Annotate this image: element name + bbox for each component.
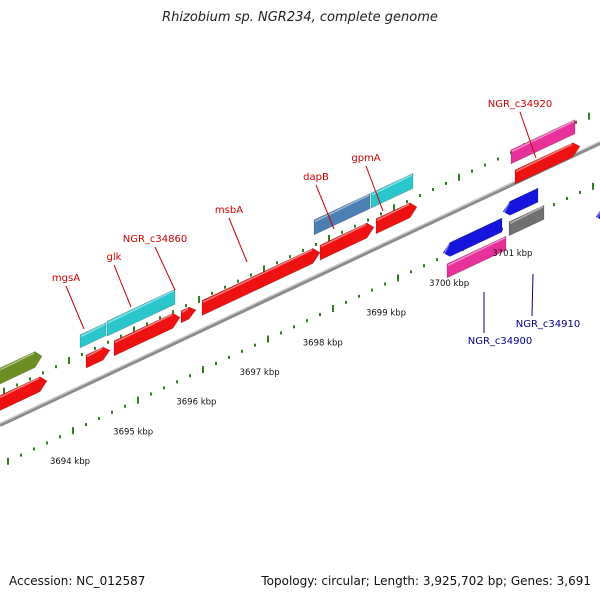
scale-label-3694: 3694 kbp — [50, 457, 90, 467]
cds-red-feature-1[interactable] — [0, 376, 48, 416]
cds-dapB-feature-sheen — [314, 194, 370, 223]
callout-leader-msbA — [228, 217, 248, 263]
cds-blue-feature-2-sheen — [503, 202, 510, 214]
cds-NGR_c34900-magenta-feature[interactable] — [446, 235, 507, 279]
cds-msbA-feature-sheen — [202, 249, 313, 303]
cds-red-feature-4[interactable] — [180, 306, 197, 324]
scale-label-3700: 3700 kbp — [429, 279, 469, 289]
genome-summary-text: Topology: circular; Length: 3,925,702 bp… — [261, 574, 591, 588]
gene-label-NGR_c34910: NGR_c34910 — [516, 319, 581, 330]
gene-label-NGR_c34900: NGR_c34900 — [468, 336, 533, 347]
callout-leader-NGR_c34910 — [531, 273, 534, 317]
scale-label-3699: 3699 kbp — [366, 309, 406, 319]
cds-red-feature-2-sheen — [86, 347, 103, 358]
cds-mgsA-feature-sheen — [80, 323, 106, 338]
callout-leader-glk — [113, 264, 132, 308]
genome-backbone — [0, 141, 600, 427]
callout-leader-mgsA — [65, 285, 85, 330]
gene-label-dapB: dapB — [303, 172, 329, 183]
gene-label-mgsA: mgsA — [52, 273, 80, 284]
gene-label-msbA: msbA — [215, 205, 243, 216]
cds-glk-feature-sheen — [107, 290, 175, 324]
cds-NGR_c34900-blue-feature[interactable] — [442, 217, 503, 257]
scale-label-3697: 3697 kbp — [240, 368, 280, 378]
scale-label-3696: 3696 kbp — [176, 398, 216, 408]
page-title: Rhizobium sp. NGR234, complete genome — [162, 10, 438, 25]
callout-leader-NGR_c34920 — [519, 111, 537, 159]
cds-msbA-feature[interactable] — [201, 248, 321, 317]
gene-label-glk: glk — [107, 252, 122, 263]
callout-leader-NGR_c34860 — [154, 246, 176, 291]
cds-glk-feature[interactable] — [106, 288, 176, 337]
cds-red-feature-2[interactable] — [85, 346, 111, 369]
callout-leader-dapB — [315, 184, 335, 230]
gene-label-gpmA: gpmA — [351, 153, 380, 164]
cds-red-feature-1-sheen — [0, 377, 40, 399]
cds-NGR_c34900-magenta-feature-sheen — [447, 237, 506, 267]
lower-tick-track — [7, 182, 594, 465]
cds-mgsA-feature[interactable] — [79, 322, 107, 349]
cds-red-feature-4-sheen — [181, 308, 189, 314]
callout-leader-gpmA — [365, 165, 384, 212]
cds-NGR_c34910-gray-feature-sheen — [509, 206, 544, 224]
cds-red-feature-3[interactable] — [113, 312, 181, 357]
feature-track — [0, 119, 600, 416]
cds-red-feature-8[interactable] — [514, 142, 581, 185]
cds-red-feature-7[interactable] — [375, 202, 418, 235]
cds-olive-feature-sheen — [0, 352, 35, 371]
cds-blue-feature-2[interactable] — [502, 187, 539, 216]
backbone-line — [0, 141, 600, 427]
gene-label-NGR_c34920: NGR_c34920 — [488, 99, 553, 110]
cds-NGR_c34910-gray-feature[interactable] — [508, 204, 545, 237]
cds-dapB-feature[interactable] — [313, 193, 371, 236]
cds-NGR_c34920-feature[interactable] — [510, 119, 576, 165]
cds-gpmA-feature[interactable] — [370, 172, 414, 209]
cds-red-feature-6[interactable] — [319, 222, 375, 261]
cds-red-feature-7-sheen — [376, 203, 410, 221]
cds-gpmA-feature-sheen — [371, 174, 413, 196]
scale-label-3698: 3698 kbp — [303, 338, 343, 348]
cds-red-feature-6-sheen — [320, 223, 367, 248]
scale-label-3701: 3701 kbp — [492, 249, 532, 259]
cds-NGR_c34900-blue-feature-sheen — [443, 243, 450, 255]
cds-blue-feature-3[interactable] — [595, 203, 600, 220]
cds-NGR_c34920-feature-sheen — [511, 120, 575, 153]
scale-label-3695: 3695 kbp — [113, 427, 153, 437]
scale-labels: 3694 kbp 3695 kbp 3696 kbp 3697 kbp 3698 kbp… — [50, 249, 532, 467]
cds-red-feature-3-sheen — [114, 314, 173, 344]
gene-label-NGR_c34860: NGR_c34860 — [123, 234, 188, 245]
cds-olive-feature[interactable] — [0, 351, 43, 389]
cds-red-feature-8-sheen — [515, 143, 573, 173]
accession-text: Accession: NC_012587 — [9, 574, 146, 588]
backbone-highlight — [0, 141, 600, 424]
